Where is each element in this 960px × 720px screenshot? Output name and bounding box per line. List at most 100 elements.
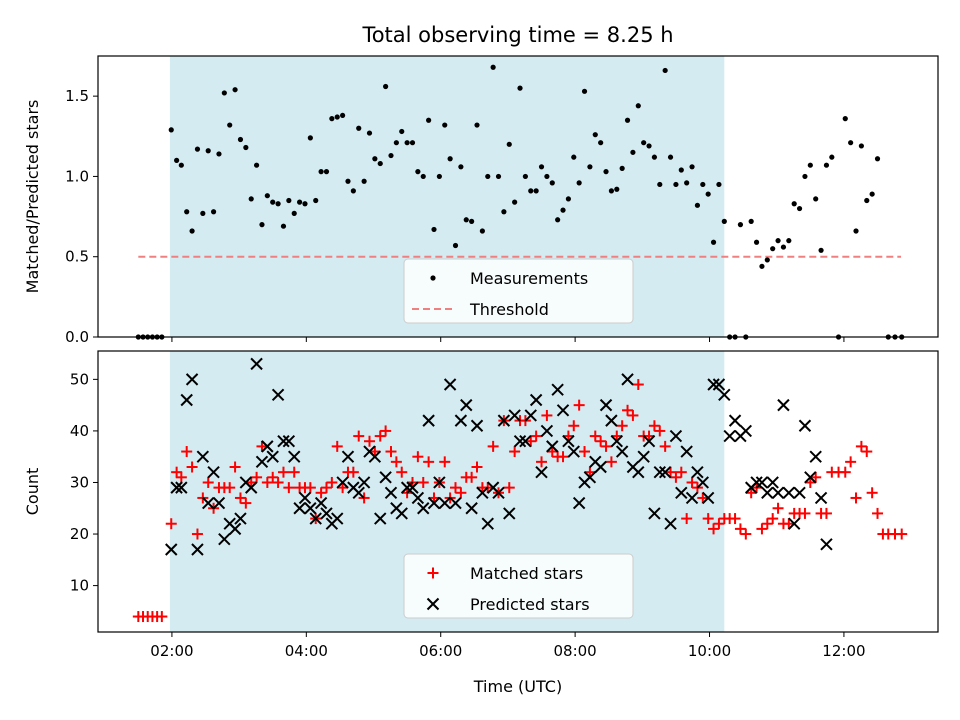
y-tick-label: 20	[70, 525, 89, 543]
data-point	[694, 202, 701, 208]
data-point	[291, 210, 297, 216]
y-tick-label: 1.5	[65, 87, 89, 105]
data-point	[678, 167, 684, 173]
data-point	[212, 496, 226, 510]
bottom-panel-x-ticks: 02:00 04:00 06:00 08:00 10:00 12:00	[150, 632, 866, 660]
data-point	[331, 440, 343, 452]
data-point	[361, 178, 367, 184]
data-point	[696, 476, 710, 489]
data-point	[458, 164, 464, 170]
data-point	[372, 156, 378, 162]
data-point	[536, 456, 548, 468]
data-point	[368, 450, 382, 463]
data-point	[611, 430, 623, 442]
data-point	[670, 471, 682, 483]
data-point	[259, 222, 265, 228]
data-point	[443, 378, 457, 391]
data-point	[522, 173, 528, 180]
data-point	[191, 528, 203, 540]
data-point	[417, 502, 430, 515]
data-point	[323, 169, 330, 175]
legend-box	[403, 553, 634, 619]
data-point	[684, 180, 690, 186]
data-point	[186, 461, 198, 473]
data-point	[194, 146, 201, 152]
data-point	[205, 148, 211, 154]
data-point	[549, 180, 555, 186]
data-point	[442, 122, 448, 128]
data-point	[787, 517, 801, 530]
data-point	[309, 512, 322, 525]
data-point	[218, 532, 231, 546]
data-point	[347, 466, 359, 478]
data-point	[261, 440, 274, 453]
data-point	[519, 435, 532, 448]
data-point	[280, 223, 287, 229]
data-point	[681, 513, 693, 525]
data-point	[431, 226, 437, 233]
x-tick-label: 10:00	[688, 642, 731, 660]
data-point	[818, 247, 824, 253]
data-point	[248, 196, 254, 202]
data-point	[608, 188, 615, 194]
data-point	[584, 466, 596, 478]
x-tick-label: 02:00	[150, 642, 193, 660]
data-point	[594, 460, 607, 474]
data-point	[583, 471, 597, 484]
data-point	[829, 154, 835, 160]
data-point	[810, 471, 822, 483]
data-point	[729, 513, 741, 525]
data-point	[388, 152, 394, 159]
data-point	[286, 197, 292, 204]
data-point	[406, 481, 419, 494]
data-point	[181, 446, 193, 458]
data-point	[283, 482, 295, 494]
data-point	[621, 373, 634, 386]
data-point	[420, 173, 426, 180]
data-point	[555, 217, 561, 223]
data-point	[313, 197, 319, 204]
data-point	[782, 486, 796, 499]
top-panel-legend: Measurements Threshold	[403, 258, 634, 324]
data-point	[275, 201, 281, 207]
data-point	[562, 430, 574, 442]
data-point	[697, 492, 709, 504]
data-point	[535, 465, 548, 479]
data-point	[171, 466, 183, 478]
data-point	[293, 502, 306, 515]
data-point	[657, 181, 663, 188]
data-point	[669, 429, 683, 443]
data-point	[479, 228, 485, 234]
data-point	[304, 502, 317, 515]
bottom-panel-legend: Matched stars Predicted stars	[403, 553, 634, 619]
data-point	[772, 502, 784, 514]
data-point	[255, 455, 269, 469]
bottom-panel-frame	[97, 350, 939, 633]
top-panel-ylabel: Matched/Predicted stars	[23, 100, 42, 294]
data-point	[318, 169, 324, 175]
data-point	[329, 116, 335, 122]
data-point	[452, 242, 459, 249]
data-point	[565, 196, 572, 202]
data-point	[753, 239, 760, 245]
data-point	[665, 466, 677, 478]
data-point	[791, 201, 797, 207]
data-point	[653, 465, 666, 479]
data-point	[685, 491, 699, 505]
data-point	[331, 512, 344, 525]
legend-label: Matched stars	[470, 564, 583, 583]
data-point	[409, 140, 416, 146]
legend-marker	[427, 567, 439, 579]
data-point	[513, 435, 527, 448]
data-point	[184, 209, 190, 215]
data-point	[353, 430, 365, 442]
data-point	[156, 611, 168, 623]
data-point	[175, 481, 188, 494]
data-point	[783, 518, 795, 530]
data-point	[734, 523, 746, 535]
data-point	[460, 398, 473, 412]
y-tick-label: 50	[70, 370, 89, 388]
data-point	[191, 543, 204, 556]
data-point	[463, 217, 469, 223]
data-point	[427, 496, 441, 510]
